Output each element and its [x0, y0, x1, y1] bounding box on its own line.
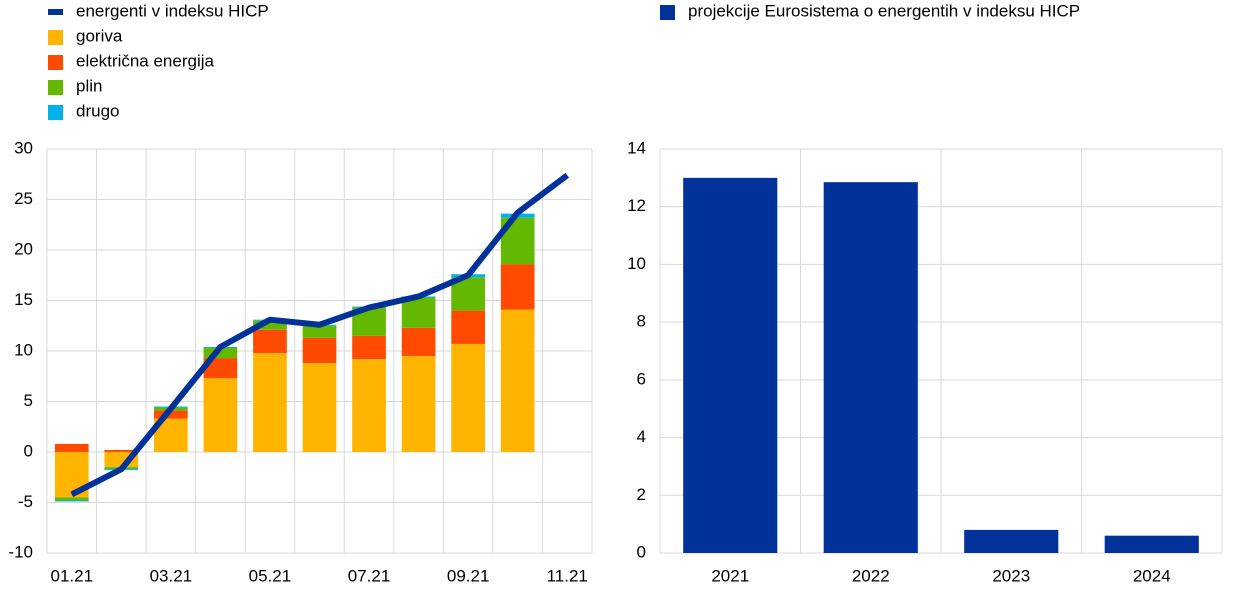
y-tick-label: 20 — [14, 239, 33, 258]
x-tick-label: 05.21 — [249, 566, 292, 585]
legend-marker — [48, 105, 63, 120]
bar — [964, 529, 1059, 553]
x-tick-label: 09.21 — [447, 566, 490, 585]
bar — [203, 358, 238, 379]
y-tick-label: 0 — [637, 542, 646, 561]
y-tick-label: -10 — [8, 542, 33, 561]
line — [70, 172, 570, 498]
bar — [401, 327, 436, 357]
y-tick-label: 8 — [637, 312, 646, 331]
y-tick-label: 10 — [627, 254, 646, 273]
bar — [823, 182, 918, 553]
bar — [1104, 535, 1199, 553]
legend-marker — [48, 30, 63, 45]
legend-marker — [48, 80, 63, 95]
x-tick-label: 2022 — [852, 566, 890, 585]
bar — [253, 353, 287, 452]
bar — [253, 320, 287, 330]
bar — [401, 297, 436, 328]
y-tick-label: 30 — [14, 138, 33, 157]
bar — [451, 310, 485, 344]
y-tick-label: 15 — [14, 290, 33, 309]
y-tick-label: -5 — [18, 492, 33, 511]
legend-label: plin — [76, 76, 102, 95]
bar — [104, 449, 139, 452]
bar — [54, 497, 89, 501]
legend-marker — [48, 55, 63, 70]
legend-marker — [660, 5, 675, 20]
x-tick-label: 2024 — [1133, 566, 1171, 585]
legend-label: projekcije Eurosistema o energentih v in… — [688, 1, 1080, 20]
bar — [203, 378, 238, 452]
x-tick-label: 01.21 — [50, 566, 93, 585]
x-tick-label: 03.21 — [150, 566, 193, 585]
y-tick-label: 12 — [627, 196, 646, 215]
legend-label: energenti v indeksu HICP — [76, 1, 269, 20]
y-tick-label: 10 — [14, 340, 33, 359]
bar — [302, 325, 337, 338]
legend-label: goriva — [76, 26, 123, 45]
x-tick-label: 2021 — [711, 566, 749, 585]
y-tick-label: 14 — [627, 138, 646, 157]
bar — [253, 329, 287, 354]
bar — [451, 343, 485, 452]
y-tick-label: 4 — [637, 427, 646, 446]
bar — [401, 356, 436, 452]
x-tick-label: 07.21 — [348, 566, 391, 585]
bar — [203, 347, 238, 359]
legend-label: električna energija — [76, 51, 215, 70]
legend-label: drugo — [76, 101, 119, 120]
bar — [302, 363, 337, 452]
x-tick-label: 2023 — [992, 566, 1030, 585]
y-tick-label: 2 — [637, 485, 646, 504]
bar — [500, 264, 535, 310]
y-tick-label: 0 — [24, 441, 33, 460]
bar — [154, 410, 188, 419]
bar — [54, 500, 89, 502]
y-tick-label: 25 — [14, 189, 33, 208]
bar — [302, 337, 337, 364]
bar — [54, 443, 89, 452]
bar — [500, 309, 535, 452]
bar — [683, 177, 778, 553]
x-tick-label: 11.21 — [547, 566, 588, 585]
bar — [352, 335, 386, 360]
y-tick-label: 6 — [637, 369, 646, 388]
bar — [352, 359, 386, 452]
y-tick-label: 5 — [24, 391, 33, 410]
legend-marker — [48, 9, 63, 15]
